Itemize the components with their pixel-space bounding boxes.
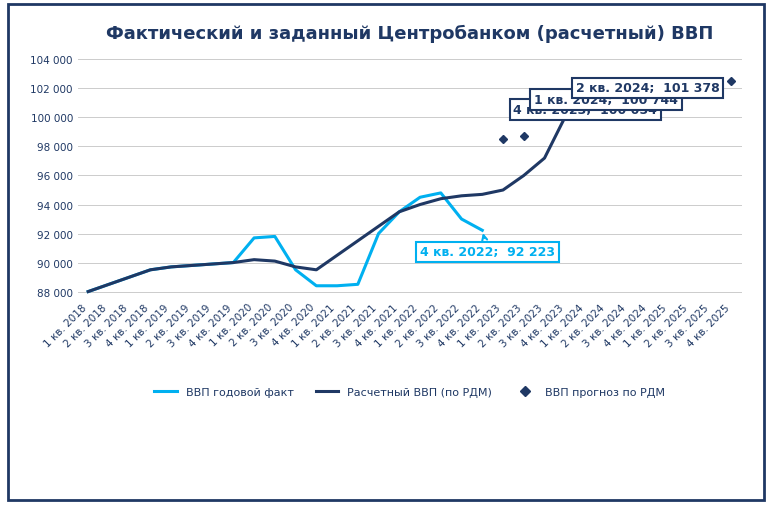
- Text: 4 кв. 2023;  100 054: 4 кв. 2023; 100 054: [513, 104, 657, 117]
- Title: Фактический и заданный Центробанком (расчетный) ВВП: Фактический и заданный Центробанком (рас…: [106, 25, 713, 43]
- Legend: ВВП годовой факт, Расчетный ВВП (по РДМ), ВВП прогноз по РДМ: ВВП годовой факт, Расчетный ВВП (по РДМ)…: [150, 383, 669, 402]
- Text: 1 кв. 2024;  100 744: 1 кв. 2024; 100 744: [534, 94, 678, 107]
- Text: 2 кв. 2024;  101 378: 2 кв. 2024; 101 378: [576, 82, 720, 98]
- Text: 4 кв. 2022;  92 223: 4 кв. 2022; 92 223: [420, 236, 555, 259]
